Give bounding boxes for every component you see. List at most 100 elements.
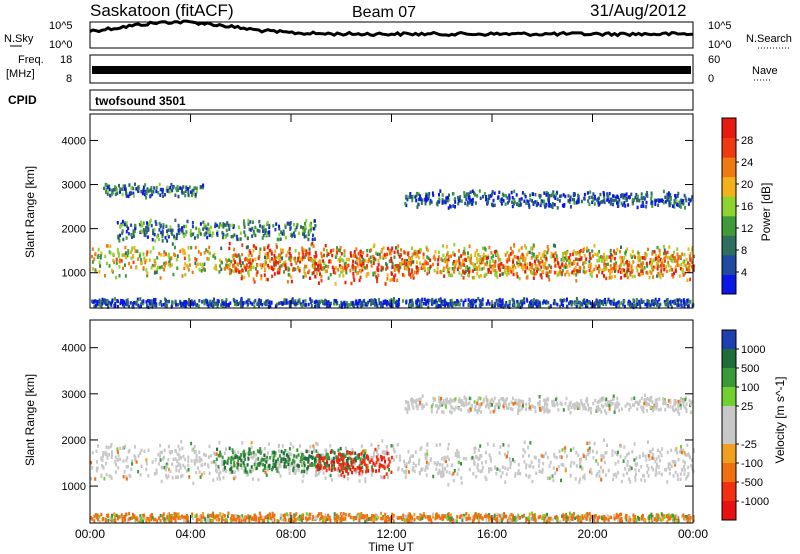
scatter-cell	[403, 266, 406, 270]
scatter-cell	[252, 249, 255, 253]
scatter-cell	[447, 303, 450, 307]
scatter-cell	[472, 269, 474, 273]
scatter-cell	[448, 271, 450, 275]
scatter-cell	[598, 256, 601, 260]
scatter-cell	[90, 476, 93, 481]
scatter-cell	[567, 199, 570, 203]
scatter-cell	[383, 462, 386, 467]
scatter-cell	[456, 267, 459, 272]
scatter-cell	[212, 304, 214, 308]
scatter-cell	[679, 205, 682, 209]
scatter-cell	[521, 263, 524, 268]
scatter-cell	[367, 463, 370, 468]
scatter-cell	[489, 456, 492, 460]
scatter-cell	[663, 300, 666, 304]
scatter-cell	[409, 275, 412, 279]
scatter-cell	[444, 303, 446, 308]
scatter-cell	[273, 266, 276, 270]
scatter-cell	[137, 186, 140, 190]
scatter-cell	[646, 191, 649, 195]
scatter-cell	[364, 259, 367, 263]
scatter-cell	[450, 298, 453, 303]
scatter-cell	[349, 268, 352, 273]
scatter-cell	[274, 227, 277, 232]
scatter-cell	[117, 458, 120, 462]
scatter-cell	[125, 464, 128, 469]
scatter-cell	[610, 197, 612, 202]
scatter-cell	[278, 265, 281, 269]
scatter-cell	[575, 279, 578, 283]
scatter-cell	[273, 258, 276, 262]
scatter-cell	[178, 469, 181, 473]
scatter-cell	[592, 192, 595, 196]
scatter-cell	[556, 206, 559, 210]
scatter-cell	[676, 203, 679, 207]
scatter-cell	[523, 460, 526, 464]
scatter-cell	[494, 259, 497, 264]
scatter-cell	[529, 441, 532, 445]
scatter-cell	[137, 189, 140, 193]
scatter-cell	[634, 303, 637, 307]
scatter-cell	[129, 301, 132, 305]
scatter-cell	[650, 265, 653, 270]
scatter-cell	[216, 233, 219, 238]
scatter-cell	[573, 192, 576, 196]
scatter-cell	[101, 458, 104, 462]
scatter-cell	[626, 459, 629, 464]
scatter-cell	[104, 274, 106, 278]
scatter-cell	[683, 271, 686, 275]
scatter-cell	[226, 221, 229, 226]
scatter-cell	[556, 302, 559, 307]
scatter-cell	[331, 265, 334, 270]
scatter-cell	[150, 223, 153, 228]
scatter-cell	[252, 477, 254, 481]
scatter-cell	[142, 299, 145, 303]
scatter-cell	[478, 303, 481, 307]
scatter-cell	[238, 257, 241, 262]
scatter-cell	[525, 463, 528, 467]
scatter-cell	[631, 201, 634, 206]
scatter-cell	[607, 297, 610, 302]
scatter-cell	[141, 230, 144, 234]
scatter-cell	[393, 278, 396, 282]
scatter-cell	[321, 456, 324, 460]
scatter-cell	[268, 466, 271, 470]
scatter-cell	[187, 455, 190, 460]
scatter-cell	[178, 457, 181, 461]
scatter-cell	[408, 460, 410, 464]
scatter-cell	[672, 275, 675, 279]
scatter-cell	[294, 267, 297, 271]
scatter-cell	[131, 246, 134, 250]
scatter-cell	[292, 267, 295, 271]
scatter-cell	[682, 260, 685, 265]
scatter-cell	[335, 455, 338, 459]
scatter-cell	[237, 456, 240, 460]
scatter-cell	[550, 265, 553, 270]
scatter-cell	[307, 465, 310, 469]
scatter-cell	[152, 228, 155, 233]
scatter-cell	[556, 257, 559, 262]
scatter-cell	[656, 462, 659, 467]
scatter-cell	[640, 262, 643, 266]
scatter-cell	[469, 261, 472, 265]
scatter-cell	[621, 193, 624, 198]
scatter-cell	[281, 444, 284, 448]
scatter-cell	[352, 465, 355, 470]
scatter-cell	[546, 245, 549, 249]
scatter-cell	[396, 278, 399, 283]
scatter-cell	[624, 251, 627, 255]
scatter-cell	[638, 254, 641, 259]
scatter-cell	[373, 451, 375, 455]
scatter-cell	[207, 302, 210, 306]
scatter-cell	[225, 263, 228, 267]
scatter-cell	[160, 303, 163, 307]
scatter-cell	[254, 233, 257, 238]
scatter-cell	[116, 221, 119, 225]
scatter-cell	[130, 248, 133, 252]
scatter-cell	[244, 233, 247, 238]
colorbar-tick-label: 16	[741, 201, 753, 213]
scatter-cell	[676, 473, 679, 477]
scatter-cell	[583, 403, 586, 407]
scatter-cell	[538, 404, 541, 409]
scatter-cell	[158, 182, 161, 187]
